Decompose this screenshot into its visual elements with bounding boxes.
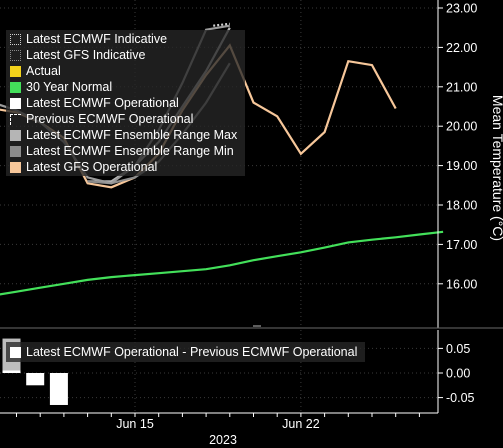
legend-swatch [10,161,21,173]
legend-swatch [10,81,21,93]
bar-2 [49,373,68,405]
bottom-legend-swatch [10,346,21,358]
legend-item: Latest GFS Operational [10,159,237,175]
legend-label: Latest GFS Indicative [26,48,146,62]
y-tick-label: 16.00 [446,277,477,291]
legend-item: Latest GFS Indicative [10,47,237,63]
x-tick-label: Jun 15 [116,417,154,431]
legend-swatch [10,49,21,61]
legend-swatch [10,113,21,125]
bottom-legend: Latest ECMWF Operational - Previous ECMW… [6,342,366,362]
x-axis: Jun 15 Jun 22 2023 [0,412,438,447]
x-year-label: 2023 [209,433,237,447]
legend-item: Actual [10,63,237,79]
bottom-y-axis: 0.05 0.00 -0.05 [437,330,475,413]
legend-label: Previous ECMWF Operational [26,112,194,126]
y-tick-label: 23.00 [446,2,477,16]
y-tick-label: 19.00 [446,159,477,173]
legend-swatch [10,65,21,77]
bottom-y-tick-label: 0.05 [446,342,470,356]
legend-label: Latest ECMWF Ensemble Range Min [26,144,234,158]
legend-item: Latest ECMWF Operational [10,95,237,111]
legend-item: 30 Year Normal [10,79,237,95]
bottom-y-tick-label: 0.00 [446,367,470,381]
legend-swatch [10,97,21,109]
legend-label: 30 Year Normal [26,80,113,94]
legend-label: Latest ECMWF Operational [26,96,179,110]
y-tick-label: 22.00 [446,41,477,55]
bar-0 [2,370,21,373]
y-tick-label: 17.00 [446,238,477,252]
legend-label: Latest GFS Operational [26,160,158,174]
bar-1 [26,373,45,386]
legend-label: Latest ECMWF Indicative [26,32,168,46]
y-tick-label: 21.00 [446,80,477,94]
y-tick-label: 20.00 [446,120,477,134]
legend-item: Latest ECMWF Ensemble Range Min [10,143,237,159]
legend-swatch [10,129,21,141]
series-line-5 [213,22,230,27]
legend-item: Latest ECMWF Ensemble Range Max [10,127,237,143]
bottom-legend-label: Latest ECMWF Operational - Previous ECMW… [26,345,358,359]
legend-item: Latest ECMWF Indicative [10,31,237,47]
bottom-y-tick-label: -0.05 [446,391,475,405]
x-tick-label: Jun 22 [282,417,320,431]
y-tick-label: 18.00 [446,199,477,213]
legend-label: Actual [26,64,61,78]
y-axis-title: Mean Temperature (°C) [490,95,503,241]
legend-swatch [10,33,21,45]
legend-swatch [10,145,21,157]
series-line-0 [0,230,444,296]
legend-item: Previous ECMWF Operational [10,111,237,127]
legend-label: Latest ECMWF Ensemble Range Max [26,128,238,142]
top-y-axis: 16.00 17.00 18.00 19.00 20.00 21.00 22.00 23.00 [437,0,477,328]
legend: Latest ECMWF Indicative Latest GFS Indica… [6,30,246,176]
